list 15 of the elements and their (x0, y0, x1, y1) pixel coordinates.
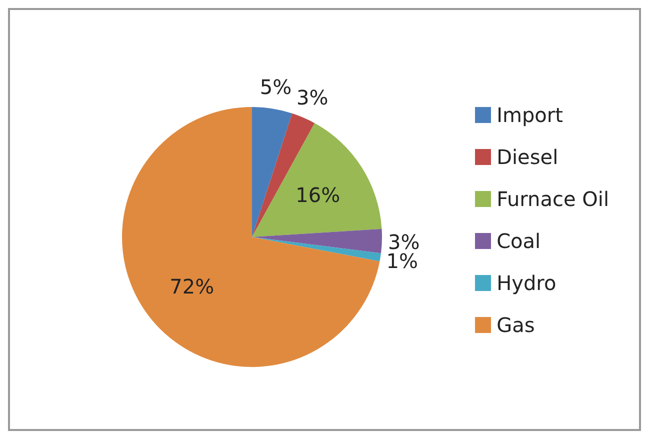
legend-label: Furnace Oil (496, 186, 609, 210)
legend-label: Coal (496, 228, 541, 252)
legend-label: Diesel (496, 144, 558, 168)
data-label: 3% (296, 86, 328, 110)
pie-slice (252, 228, 382, 254)
pie-slice (252, 107, 292, 237)
pie-slice (122, 107, 380, 367)
legend-label: Import (496, 102, 563, 126)
legend-label: Gas (496, 312, 535, 336)
data-label: 72% (170, 274, 214, 299)
data-label: 5% (260, 74, 292, 99)
legend-label: Hydro (496, 270, 556, 294)
pie-slice (252, 123, 382, 237)
pie-slice (252, 237, 381, 262)
data-label: 16% (296, 183, 340, 208)
